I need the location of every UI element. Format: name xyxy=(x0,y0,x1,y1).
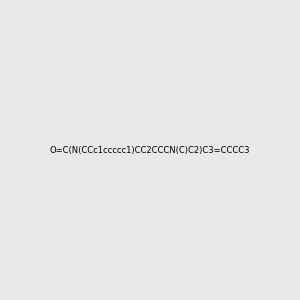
Text: O=C(N(CCc1ccccc1)CC2CCCN(C)C2)C3=CCCC3: O=C(N(CCc1ccccc1)CC2CCCN(C)C2)C3=CCCC3 xyxy=(50,146,250,154)
